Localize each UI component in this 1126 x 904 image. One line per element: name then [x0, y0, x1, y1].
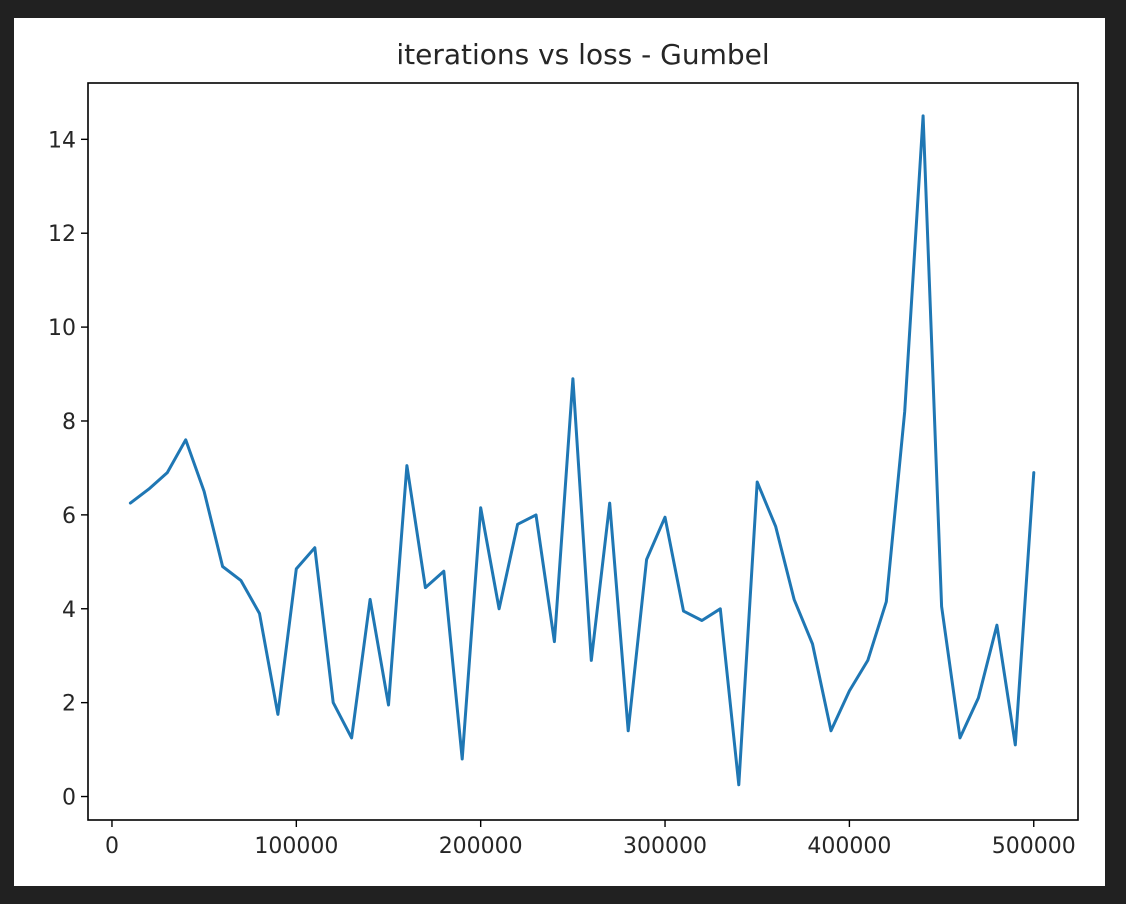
- figure: iterations vs loss - Gumbel 0 100000 20000…: [14, 18, 1105, 886]
- x-tick-label: 400000: [807, 834, 891, 859]
- axes-frame: [87, 82, 1079, 821]
- x-tick-label: 500000: [992, 834, 1076, 859]
- y-tick-label: 14: [48, 128, 76, 153]
- x-tick-label: 300000: [623, 834, 707, 859]
- y-axis: 0 2 4 6 8 10 12 14: [48, 128, 88, 811]
- plot-area: [128, 114, 1036, 787]
- y-tick-label: 8: [62, 410, 76, 435]
- x-axis: 0 100000 200000 300000 400000 500000: [105, 820, 1076, 859]
- line-chart: iterations vs loss - Gumbel 0 100000 20000…: [48, 38, 1079, 859]
- y-tick-label: 6: [62, 504, 76, 529]
- y-tick-label: 0: [62, 786, 76, 811]
- y-tick-label: 2: [62, 692, 76, 717]
- x-tick-label: 0: [105, 834, 119, 859]
- y-tick-label: 10: [48, 316, 76, 341]
- chart-title: iterations vs loss - Gumbel: [396, 38, 769, 71]
- series-line: [128, 114, 1036, 787]
- x-tick-label: 100000: [254, 834, 338, 859]
- y-tick-label: 4: [62, 598, 76, 623]
- y-tick-label: 12: [48, 222, 76, 247]
- x-tick-label: 200000: [439, 834, 523, 859]
